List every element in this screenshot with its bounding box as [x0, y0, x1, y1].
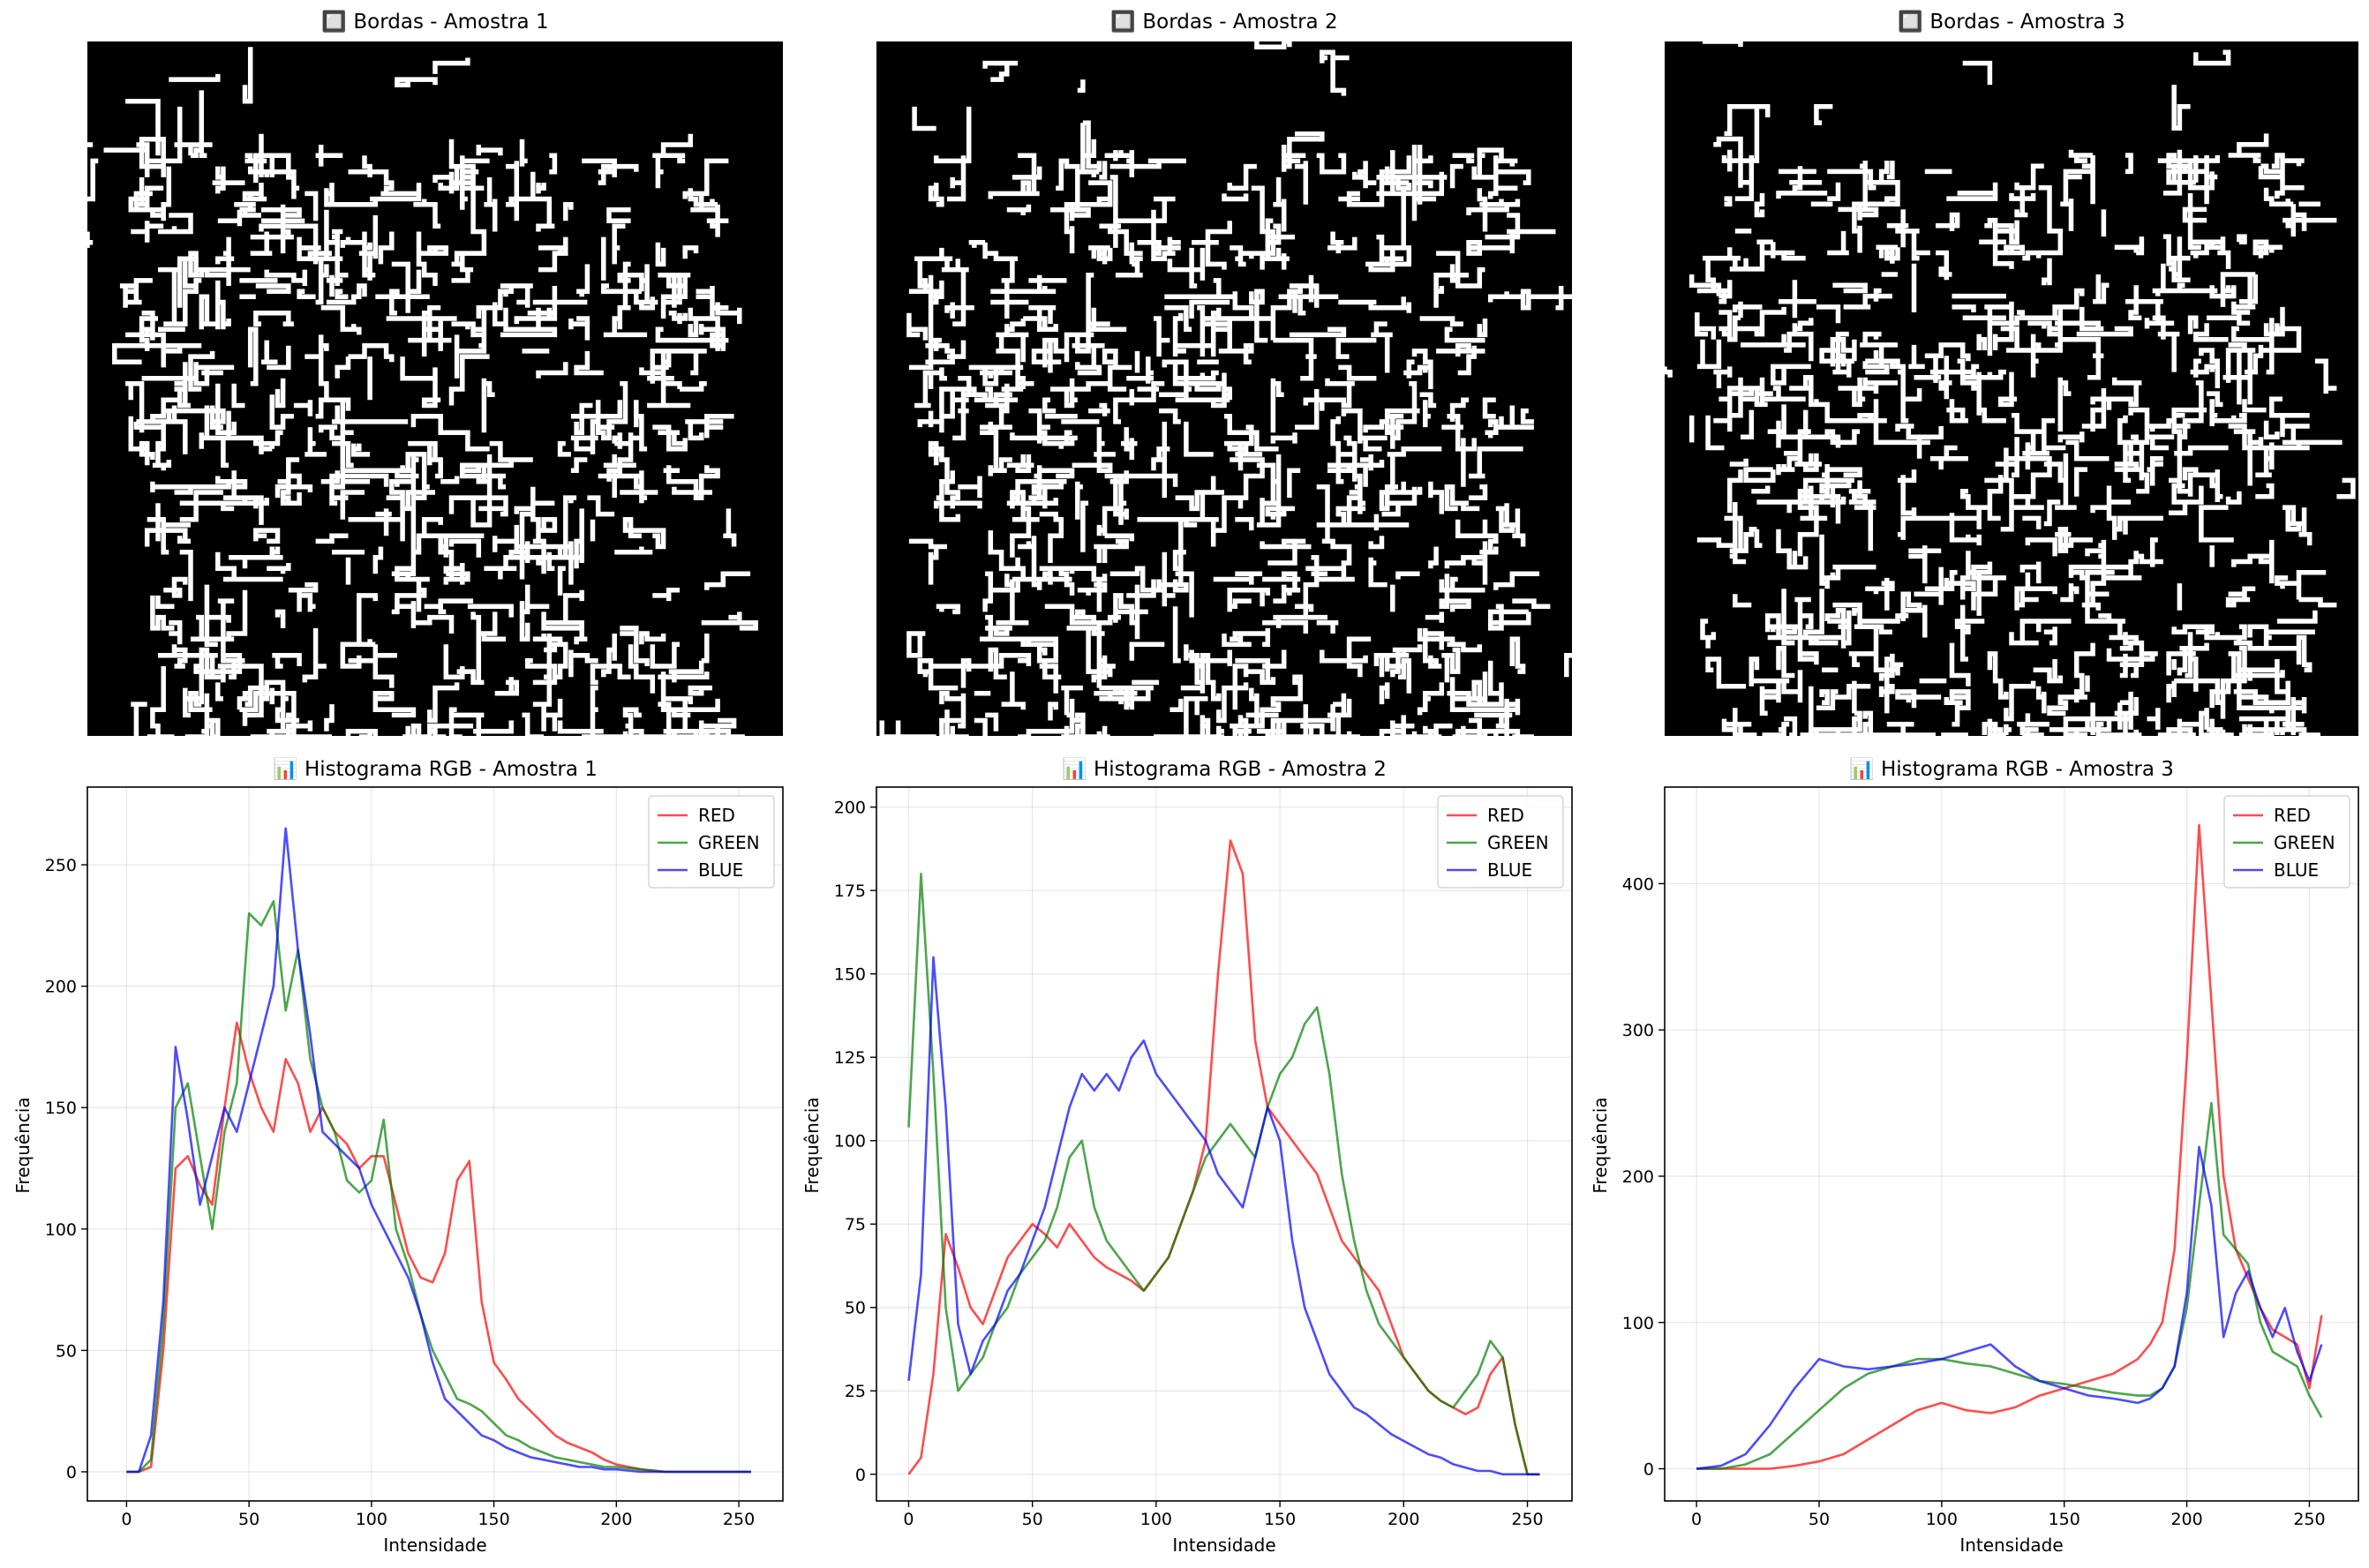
x-axis-label: Intensidade [1959, 1534, 2063, 1556]
x-tick-label: 100 [1926, 1510, 1958, 1529]
y-tick-label: 125 [834, 1048, 866, 1068]
x-tick-label: 150 [2049, 1510, 2080, 1529]
legend-label-blue: BLUE [698, 859, 743, 881]
series-lines [907, 839, 1540, 1476]
gridlines [87, 787, 783, 1501]
histogram-title: 📊 Histograma RGB - Amostra 1 [273, 757, 598, 781]
edge-panel-title: 🔲 Bordas - Amostra 3 [1898, 10, 2125, 34]
x-tick-label: 0 [1691, 1510, 1702, 1529]
edge-panel-amostra-2: 🔲 Bordas - Amostra 2 [876, 10, 1572, 739]
y-tick-label: 50 [56, 1341, 77, 1361]
x-tick-label: 100 [1140, 1510, 1172, 1529]
x-tick-label: 0 [121, 1510, 132, 1529]
y-tick-label: 50 [845, 1299, 866, 1318]
histogram-title: 📊 Histograma RGB - Amostra 2 [1062, 757, 1387, 781]
legend-label-red: RED [2274, 805, 2311, 826]
plot-frame [876, 786, 1573, 1502]
series-line-red [907, 839, 1540, 1476]
x-tick-label: 100 [356, 1510, 387, 1529]
legend: RED GREEN BLUE [2223, 795, 2350, 889]
x-tick-label: 50 [238, 1510, 259, 1529]
gridlines [1665, 787, 2358, 1501]
x-tick-label: 200 [600, 1510, 632, 1529]
legend-label-red: RED [1487, 805, 1524, 826]
edge-image-lines [85, 47, 758, 739]
y-tick-label: 100 [45, 1220, 77, 1240]
y-tick-label: 200 [1622, 1167, 1654, 1187]
edge-panel-title: 🔲 Bordas - Amostra 2 [1110, 10, 1337, 34]
y-tick-label: 250 [45, 856, 77, 875]
y-tick-label: 150 [45, 1099, 77, 1118]
series-line-green [126, 899, 751, 1474]
x-tick-label: 0 [903, 1510, 914, 1529]
axis-ticks: 0 50 100 150 200 250 0 50 100 150 200 250 [45, 856, 755, 1529]
y-tick-label: 100 [1622, 1314, 1654, 1333]
series-line-blue [126, 827, 751, 1474]
legend-box [1437, 795, 1564, 889]
axis-ticks: 0 50 100 150 200 250 0 100 200 300 400 [1622, 874, 2326, 1529]
legend-label-red: RED [698, 805, 735, 826]
series-line-red [126, 1021, 751, 1474]
histogram-panel-amostra-2: 📊 Histograma RGB - Amostra 2 Intensidade… [801, 757, 1573, 1556]
y-tick-label: 175 [834, 882, 866, 901]
series-line-green [1696, 1101, 2323, 1470]
x-tick-label: 150 [478, 1510, 509, 1529]
series-lines [126, 827, 751, 1474]
edge-image-lines [879, 39, 1572, 739]
x-axis-label: Intensidade [383, 1534, 486, 1556]
x-tick-label: 50 [1809, 1510, 1830, 1529]
y-tick-label: 200 [834, 799, 866, 818]
x-tick-label: 250 [2293, 1510, 2325, 1529]
y-tick-label: 300 [1622, 1021, 1654, 1040]
y-axis-label: Frequência [1590, 1097, 1611, 1193]
gridlines [876, 787, 1572, 1501]
y-tick-label: 75 [845, 1215, 866, 1234]
axis-ticks: 0 50 100 150 200 250 0 25 50 75 100 125 150 175 200 [834, 799, 1544, 1529]
edge-panel-title: 🔲 Bordas - Amostra 1 [321, 10, 548, 34]
x-tick-label: 150 [1264, 1510, 1296, 1529]
series-line-blue [907, 956, 1540, 1476]
series-line-green [907, 872, 1540, 1476]
histogram-title: 📊 Histograma RGB - Amostra 3 [1849, 757, 2174, 781]
y-tick-label: 0 [66, 1463, 77, 1482]
legend-label-green: GREEN [698, 832, 760, 853]
y-axis-label: Frequência [801, 1097, 823, 1193]
plot-frame [1664, 786, 2359, 1502]
x-tick-label: 250 [723, 1510, 755, 1529]
legend-label-blue: BLUE [1487, 859, 1532, 881]
y-tick-label: 200 [45, 978, 77, 997]
x-tick-label: 200 [2170, 1510, 2202, 1529]
series-line-blue [1696, 1145, 2323, 1470]
y-tick-label: 100 [834, 1132, 866, 1152]
legend: RED GREEN BLUE [1437, 795, 1564, 889]
x-tick-label: 50 [1022, 1510, 1043, 1529]
legend-label-blue: BLUE [2274, 859, 2319, 881]
legend-box [648, 795, 775, 889]
legend: RED GREEN BLUE [648, 795, 775, 889]
plot-frame [86, 786, 784, 1502]
series-lines [1696, 823, 2323, 1470]
y-axis-label: Frequência [12, 1097, 34, 1193]
x-tick-label: 200 [1388, 1510, 1419, 1529]
y-tick-label: 25 [845, 1382, 866, 1401]
y-tick-label: 0 [1643, 1460, 1654, 1480]
legend-label-green: GREEN [1487, 832, 1549, 853]
x-axis-label: Intensidade [1172, 1534, 1275, 1556]
edge-panel-amostra-3: 🔲 Bordas - Amostra 3 [1662, 10, 2358, 738]
edge-panel-amostra-1: 🔲 Bordas - Amostra 1 [85, 10, 783, 739]
y-tick-label: 400 [1622, 874, 1654, 894]
legend-label-green: GREEN [2274, 832, 2335, 853]
histogram-panel-amostra-3: 📊 Histograma RGB - Amostra 3 Intensidade… [1590, 757, 2359, 1556]
y-tick-label: 0 [855, 1466, 866, 1485]
y-tick-label: 150 [834, 965, 866, 985]
x-tick-label: 250 [1511, 1510, 1543, 1529]
edge-image-lines [1662, 39, 2356, 738]
legend-box [2223, 795, 2350, 889]
histogram-panel-amostra-1: 📊 Histograma RGB - Amostra 1 Intensidade… [12, 757, 784, 1556]
